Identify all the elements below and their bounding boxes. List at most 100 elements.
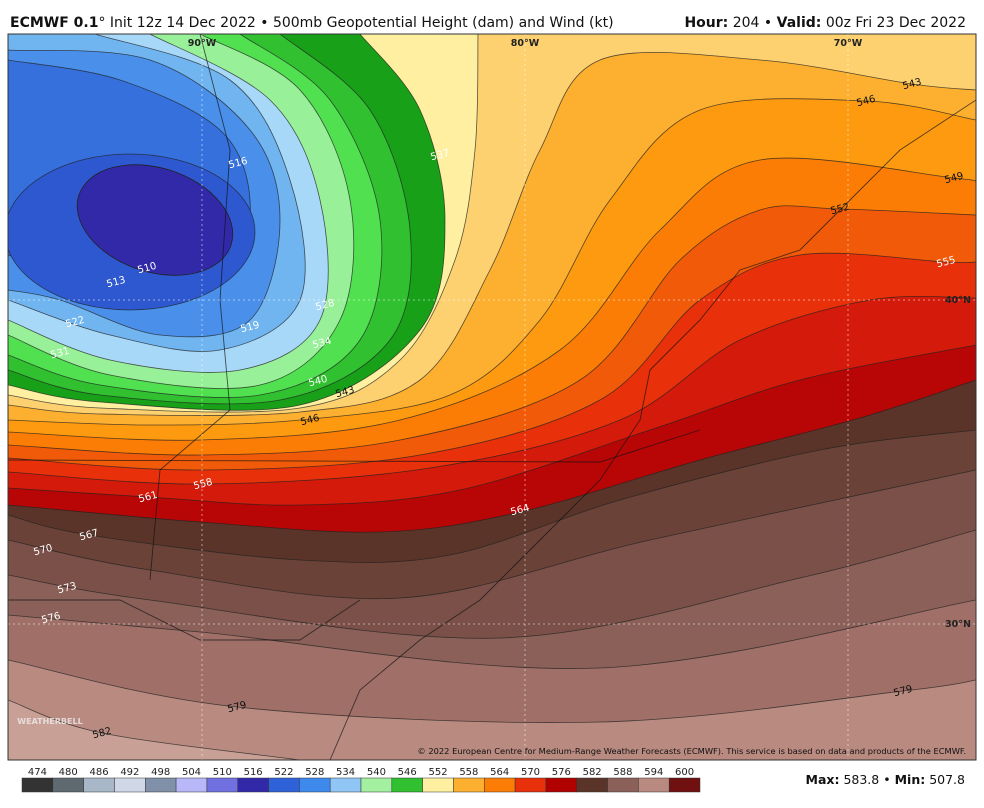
colorbar-swatch: [453, 777, 485, 793]
colorbar-label: 516: [244, 767, 263, 778]
colorbar-label: 594: [644, 767, 663, 778]
contour-label: 516: [227, 156, 248, 172]
contour-label: 579: [892, 684, 913, 700]
colorbar-label: 492: [120, 767, 139, 778]
colorbar-swatch: [21, 777, 54, 793]
footer-stats: Max: 583.8 • Min: 507.8: [806, 772, 966, 787]
boundary-line: [8, 599, 361, 641]
header-valid: Hour: 204 • Valid: 00z Fri 23 Dec 2022: [684, 15, 966, 31]
boundary-line: [149, 34, 231, 581]
colorbar-swatch: [391, 777, 423, 793]
contour-line: [8, 34, 306, 352]
contour-line: [8, 469, 976, 600]
height-band: [76, 164, 234, 276]
contour-label: 528: [314, 298, 335, 314]
colorbar-swatch: [545, 777, 577, 793]
grid-label: 70°W: [834, 38, 863, 49]
colorbar-label: 510: [213, 767, 232, 778]
contour-label: 549: [943, 171, 964, 187]
contour-line: [8, 34, 355, 389]
contour-label: 582: [91, 726, 112, 742]
colorbar-label: 498: [151, 767, 170, 778]
contour-line: [8, 98, 976, 426]
contour-line: [8, 379, 976, 533]
colorbar-label: 570: [521, 767, 540, 778]
colorbar-swatch: [52, 777, 84, 793]
colorbar-label: 588: [613, 767, 632, 778]
contour-line: [8, 205, 976, 456]
hour: 204: [733, 15, 760, 31]
header-title: ECMWF 0.1° Init 12z 14 Dec 2022 • 500mb …: [10, 15, 614, 31]
contour-label: 555: [935, 255, 956, 271]
colorbar-swatch: [422, 777, 454, 793]
colorbar-swatch: [145, 777, 177, 793]
boundary-line: [8, 429, 701, 463]
contour-line: [8, 659, 976, 723]
contour-line: [8, 51, 976, 416]
contour-label: 570: [32, 543, 53, 559]
colorbar-label: 528: [305, 767, 324, 778]
title-rest: ° Init 12z 14 Dec 2022 • 500mb Geopotent…: [98, 15, 613, 31]
colorbar-swatch: [175, 777, 208, 793]
grid-label: 80°W: [511, 38, 540, 49]
grid-label: 30°N: [945, 619, 971, 630]
grid-label: 40°N: [945, 295, 971, 306]
contour-line: [8, 34, 383, 398]
contour-label: 513: [105, 275, 126, 291]
separator: •: [883, 772, 890, 787]
contour-line: [8, 699, 301, 760]
colorbar-label: 540: [367, 767, 386, 778]
map-labels: 516 510 513 519 522 528 534 531 537 540 543 546 546 5…: [32, 38, 971, 741]
colorbar-swatch: [514, 777, 547, 793]
colorbar-label: 558: [459, 767, 478, 778]
colorbar-label: 582: [583, 767, 602, 778]
map-frame: [7, 33, 977, 761]
contour-line: [8, 295, 976, 485]
colorbar-label: 480: [59, 767, 78, 778]
map: [8, 34, 976, 760]
boundary-line: [329, 99, 976, 760]
contour-line: [8, 34, 329, 373]
min-label: Min:: [895, 772, 926, 787]
contour-label: 558: [192, 477, 213, 493]
colorbar-label: 504: [182, 767, 201, 778]
max-label: Max:: [806, 772, 840, 787]
colorbar-swatch: [329, 777, 362, 793]
contour-label: 576: [40, 611, 61, 627]
contour-label: 531: [49, 346, 70, 362]
model: ECMWF 0.1: [10, 15, 98, 31]
contour-label: 522: [64, 315, 85, 331]
contour-label: 564: [509, 503, 530, 519]
separator: •: [764, 15, 772, 31]
contour-label: 567: [78, 528, 99, 544]
colorbar-swatch: [607, 777, 639, 793]
colorbar-label: 474: [28, 767, 47, 778]
contour-label: 543: [334, 385, 355, 401]
contour-label: 519: [239, 320, 260, 336]
colorbar-swatch: [206, 777, 238, 793]
colorbar-label: 546: [398, 767, 417, 778]
contour-label: 546: [855, 94, 876, 110]
colorbar-swatch: [83, 777, 115, 793]
contour-line: [8, 599, 976, 669]
logo: WEATHERBELL: [17, 717, 82, 726]
colorbar-label: 564: [490, 767, 509, 778]
contour-line: [8, 344, 976, 506]
colorbar-swatch: [237, 777, 269, 793]
colorbar-swatch: [576, 777, 608, 793]
colorbar-swatch: [484, 777, 516, 793]
contour-label: 573: [56, 581, 77, 597]
max: 583.8: [843, 772, 879, 787]
colorbar-label: 600: [675, 767, 694, 778]
contour-label: 561: [137, 490, 158, 506]
copyright: © 2022 European Centre for Medium-Range …: [417, 746, 966, 756]
contour-label: 579: [226, 700, 247, 716]
colorbar-swatch: [638, 777, 670, 793]
min: 507.8: [929, 772, 965, 787]
contour-label: 552: [829, 202, 850, 218]
valid-label: Valid:: [777, 15, 822, 31]
contour-label: 546: [299, 413, 320, 429]
colorbar-label: 576: [552, 767, 571, 778]
contour-label: 537: [429, 148, 450, 164]
